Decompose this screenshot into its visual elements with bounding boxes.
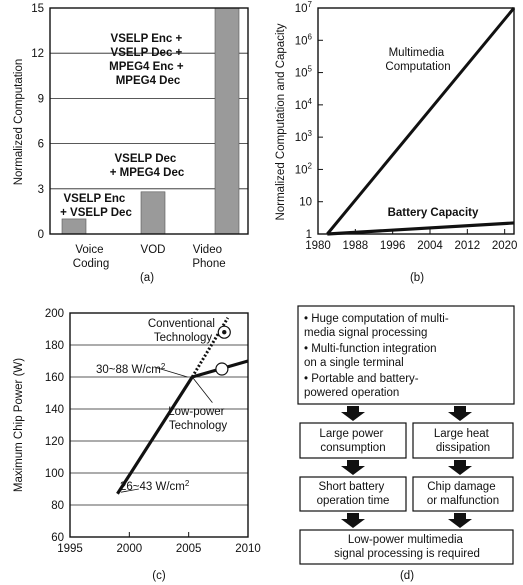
- panel-c-label-density-high: 30~88 W/cm2: [96, 362, 166, 376]
- panel-a-frame: [49, 7, 249, 235]
- panel-c-y-tick-label: 60: [51, 532, 64, 544]
- panel-a-y-tick-label: 6: [38, 139, 44, 151]
- panel-b-y-tick-label: 107: [295, 0, 313, 15]
- panel-d-box-chip-damage: [412, 476, 514, 512]
- arrow-down-icon: [448, 513, 472, 528]
- panel-c-label-lowpower: Low-power Technology: [168, 406, 227, 432]
- panel-c-x-tick-label: 2005: [176, 543, 202, 555]
- arrow-down-icon: [448, 406, 472, 421]
- panel-b-ticks: 1 10 102 103 104 105 106 107 1980 1988 1996 2004 201…: [295, 0, 518, 252]
- panel-a-y-tick-label: 3: [38, 184, 44, 196]
- arrow-down-icon: [341, 513, 365, 528]
- panel-d-box-final: [299, 529, 514, 565]
- arrow-down-icon: [448, 460, 472, 475]
- panel-d-box-large-power-text: Large power consumption: [319, 428, 386, 454]
- panel-a-y-tick-label: 9: [38, 93, 44, 105]
- panel-a-y-tick-label: 12: [31, 48, 44, 60]
- panel-d-caption: (d): [400, 570, 414, 582]
- panel-c-conventional-marker-dot: [222, 330, 227, 335]
- panel-c-y-tick-label: 120: [45, 436, 64, 448]
- panel-d-flow-diagram: • Huge computation of multi- media signa…: [297, 305, 515, 582]
- panel-a-y-tick-label: 0: [38, 229, 44, 241]
- panel-d-bullet-box: [297, 305, 515, 405]
- panel-c-y-tick-label: 140: [45, 404, 64, 416]
- panel-b-x-tick-label: 2012: [455, 240, 481, 252]
- arrow-down-icon: [341, 460, 365, 475]
- panel-b-x-tick-label: 2004: [417, 240, 443, 252]
- panel-d-bullet-3: • Portable and battery- powered operatio…: [304, 373, 422, 399]
- panel-c-lowpower-marker: [215, 362, 229, 376]
- panel-c-series-main: [116, 376, 194, 495]
- panel-c-caption: (c): [152, 570, 166, 582]
- panel-d-box-large-power: [299, 422, 407, 459]
- panel-c-y-tick-label: 180: [45, 340, 64, 352]
- panel-d-box-chip-damage-text: Chip damage or malfunction: [427, 481, 499, 507]
- panel-b-label-multimedia: Multimedia Computation: [385, 47, 450, 73]
- panel-b-label-battery: Battery Capacity: [388, 207, 479, 219]
- panel-a-annotation-voice: VSELP Enc + VSELP Dec: [60, 193, 132, 219]
- panel-b-y-tick-label: 10: [299, 197, 312, 209]
- panel-a-y-tick-labels: 0 3 6 9 12 15: [31, 3, 44, 241]
- panel-b-x-tick-label: 2020: [492, 240, 518, 252]
- panel-b-series-battery: [327, 221, 515, 236]
- panel-c-y-axis-label: Maximum Chip Power (W): [13, 358, 25, 492]
- panel-c-x-tick-label: 2010: [235, 543, 261, 555]
- panel-d-bullet-2: • Multi-function integration on a single…: [304, 343, 440, 369]
- panel-d-box-final-text: Low-power multimedia signal processing i…: [334, 534, 480, 560]
- panel-a-annotation-vod: VSELP Dec + MPEG4 Dec: [110, 153, 185, 179]
- panel-a-bar-chart: 0 3 6 9 12 15 Normalized Computation VSELP En…: [13, 3, 249, 284]
- panel-b-series: [326, 7, 516, 236]
- panel-c-y-tick-label: 100: [45, 468, 64, 480]
- panel-a-x-label-video-phone: Video Phone: [192, 244, 225, 270]
- panel-b-y-tick-label: 105: [295, 65, 313, 80]
- panel-b-y-axis-label: Normalized Computation and Capacity: [275, 23, 287, 220]
- panel-b-x-tick-label: 1988: [343, 240, 369, 252]
- panel-b-series-multimedia: [326, 7, 516, 235]
- panel-c-pointer-density-high: [155, 367, 188, 378]
- panel-c-series: [116, 317, 249, 495]
- panel-d-box-short-battery-text: Short battery operation time: [317, 481, 390, 507]
- panel-a-bar: [140, 191, 166, 235]
- panel-c-frame: [69, 312, 249, 538]
- panel-b-y-tick-label: 104: [295, 97, 313, 112]
- panel-d-box-large-heat-text: Large heat dissipation: [434, 428, 492, 454]
- panel-c-chip-power-chart: 60 80 100 120 140 160 180 200 1995 2000 2005 2010 M…: [13, 308, 261, 582]
- panel-a-y-axis-label: Normalized Computation: [13, 59, 25, 186]
- panel-d-box-large-heat: [412, 422, 514, 459]
- panel-b-y-tick-label: 102: [295, 161, 313, 176]
- panel-a-x-label-voice-coding: Voice Coding: [73, 244, 109, 270]
- panel-b-y-tick-label: 106: [295, 32, 313, 47]
- panel-c-pointer-density-low: [120, 488, 139, 493]
- panel-a-annotation-video-phone: VSELP Enc + VSELP Dec + MPEG4 Enc + MPEG…: [109, 33, 187, 87]
- panel-a-bars: [61, 7, 240, 235]
- panel-d-bullet-1: • Huge computation of multi- media signa…: [304, 313, 452, 339]
- arrow-down-icon: [341, 406, 365, 421]
- panel-b-y-tick-label: 103: [295, 129, 313, 144]
- panel-c-x-tick-label: 1995: [57, 543, 83, 555]
- panel-b-caption: (b): [410, 272, 424, 284]
- panel-c-gridlines: [70, 344, 248, 506]
- panel-b-log-line-chart: 1 10 102 103 104 105 106 107 1980 1988 1996 2004 201…: [275, 0, 517, 284]
- panel-b-x-tick-label: 1996: [380, 240, 406, 252]
- panel-b-y-tick-label: 1: [306, 229, 312, 241]
- panel-a-bar: [61, 218, 87, 235]
- panel-a-bar: [214, 7, 240, 235]
- panel-b-frame: [317, 7, 515, 235]
- panel-c-x-tick-label: 2000: [117, 543, 143, 555]
- panel-a-caption: (a): [140, 272, 154, 284]
- panel-c-y-tick-label: 160: [45, 372, 64, 384]
- panel-a-y-tick-label: 15: [31, 3, 44, 15]
- panel-a-x-label-vod: VOD: [141, 244, 166, 256]
- panel-c-ticks: 60 80 100 120 140 160 180 200 1995 2000 2005 2010: [45, 308, 261, 555]
- panel-c-y-tick-label: 80: [51, 500, 64, 512]
- panel-c-pointer-lowpower: [191, 376, 213, 403]
- panel-c-label-conventional: Conventional Technology: [148, 318, 218, 344]
- panel-d-box-short-battery: [299, 476, 407, 512]
- panel-c-y-tick-label: 200: [45, 308, 64, 320]
- panel-c-label-density-low: 26~43 W/cm2: [120, 479, 190, 493]
- panel-b-x-tick-label: 1980: [305, 240, 331, 252]
